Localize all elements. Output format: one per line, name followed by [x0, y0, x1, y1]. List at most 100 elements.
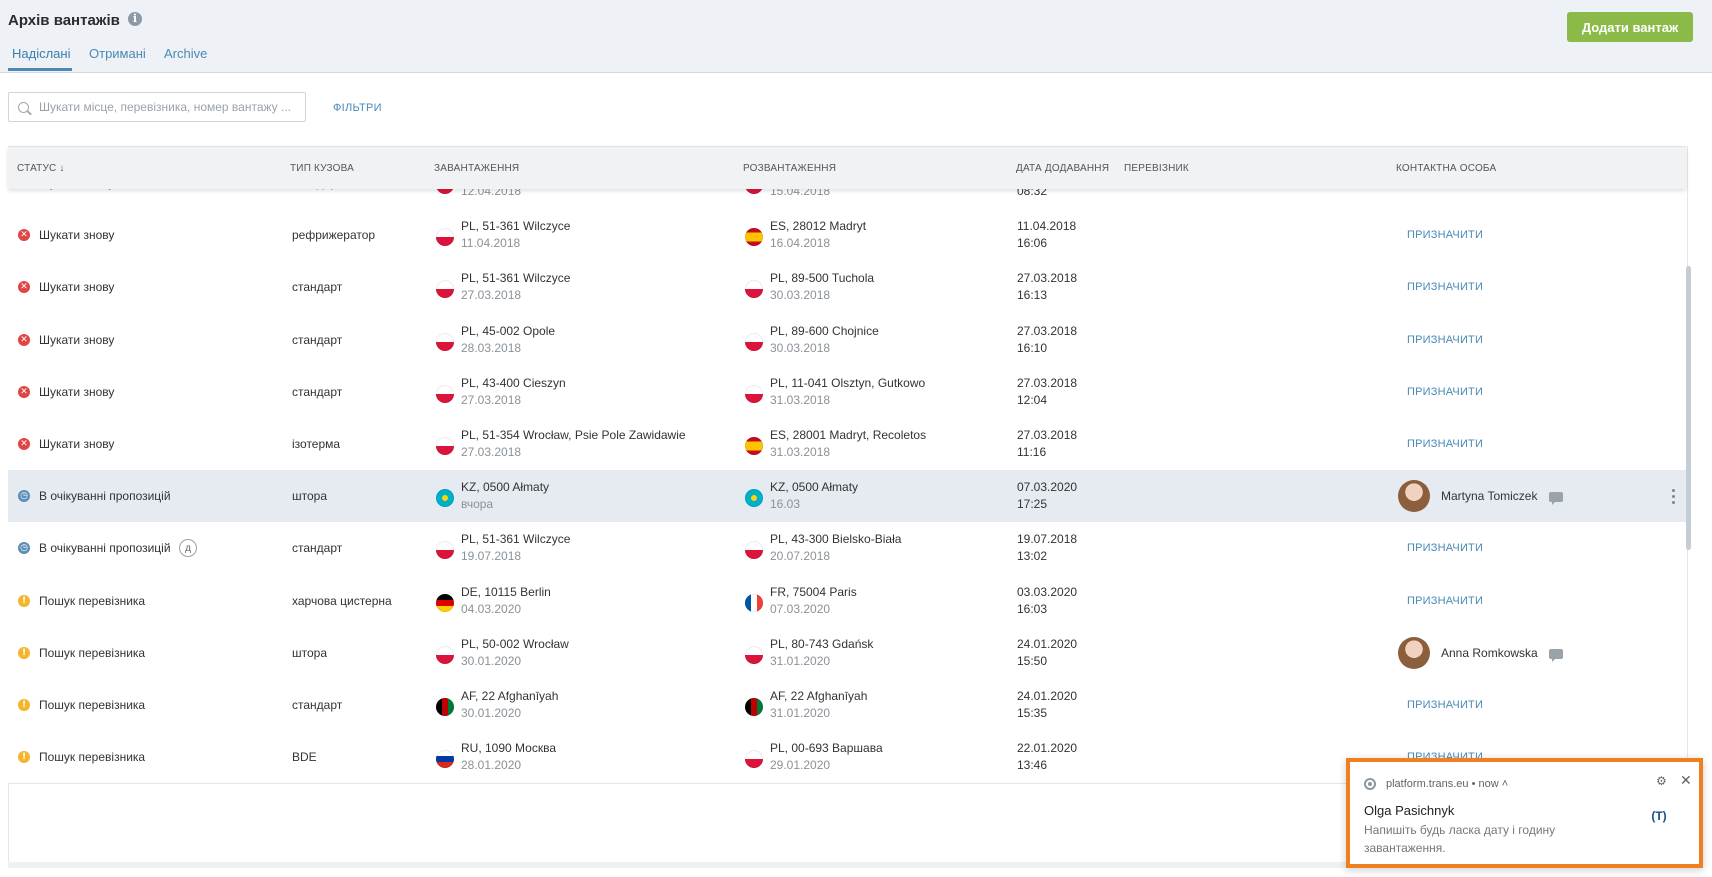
more-options-icon[interactable] — [1672, 489, 1675, 507]
time-added: 12:04 — [1017, 392, 1048, 407]
date-added: 24.01.2020 — [1017, 636, 1078, 651]
body-type: штора — [292, 645, 328, 660]
search-input[interactable] — [39, 93, 301, 121]
date-added: 27.03.2018 — [1017, 375, 1078, 390]
flag-icon-pl — [436, 645, 454, 664]
status-label: Шукати знову — [39, 280, 115, 295]
unloading-place: ES, 28012 Madryt — [770, 219, 867, 234]
status-label: Шукати знову — [39, 228, 115, 243]
assign-link[interactable]: ПРИЗНАЧИТИ — [1407, 438, 1484, 451]
column-loading: ЗАВАНТАЖЕННЯ — [434, 163, 520, 174]
add-cargo-button[interactable]: Додати вантаж — [1567, 12, 1693, 42]
status-label: Шукати знову — [39, 384, 115, 399]
assign-link[interactable]: ПРИЗНАЧИТИ — [1407, 281, 1484, 294]
unloading-date: 07.03.2020 — [770, 601, 831, 616]
unloading-date: 29.01.2020 — [770, 758, 831, 773]
time-added: 16:03 — [1017, 601, 1048, 616]
assign-link[interactable]: ПРИЗНАЧИТИ — [1407, 229, 1484, 242]
unloading-place: PL, 80-743 Gdańsk — [770, 636, 874, 651]
tab-sent[interactable]: Надіслані — [12, 46, 71, 61]
flag-icon-pl — [436, 228, 454, 247]
table-row[interactable]: ✕ Шукати знову рефрижератор PL, 51-361 Wilc… — [8, 209, 1686, 263]
loading-place: PL, 45-002 Opole — [461, 323, 556, 338]
loading-date: 28.01.2020 — [461, 758, 522, 773]
flag-icon-pl — [436, 332, 454, 351]
close-icon[interactable]: ✕ — [1680, 772, 1692, 788]
page-title: Архів вантажів — [8, 12, 120, 29]
search-icon — [18, 102, 29, 113]
chevron-up-icon[interactable]: ˄ — [1501, 778, 1509, 790]
unloading-date: 20.07.2018 — [770, 549, 831, 564]
body-type: штора — [292, 489, 328, 504]
contact-name: Anna Romkowska — [1441, 645, 1538, 660]
unloading-date: 31.01.2020 — [770, 706, 831, 721]
unloading-place: ES, 28001 Madryt, Recoletos — [770, 428, 927, 443]
time-added: 16:06 — [1017, 236, 1048, 251]
tab-archive[interactable]: Archive — [164, 46, 208, 61]
date-added: 27.03.2018 — [1017, 428, 1078, 443]
error-status-icon: ✕ — [18, 438, 30, 451]
chrome-icon — [1364, 778, 1376, 790]
assign-link[interactable]: ПРИЗНАЧИТИ — [1407, 385, 1484, 398]
filters-link[interactable]: ФІЛЬТРИ — [333, 102, 382, 114]
message-icon[interactable] — [1549, 492, 1563, 506]
status-label: Пошук перевізника — [39, 750, 146, 765]
unloading-date: 31.03.2018 — [770, 392, 831, 407]
loading-date: 19.07.2018 — [461, 549, 522, 564]
time-added: 13:46 — [1017, 758, 1048, 773]
unloading-place: FR, 75004 Paris — [770, 584, 857, 599]
error-status-icon: ✕ — [18, 229, 30, 242]
body-type: стандарт — [292, 280, 343, 295]
column-status[interactable]: СТАТУС ↓ — [17, 163, 65, 174]
flag-icon-pl — [436, 541, 454, 560]
body-type: стандарт — [292, 698, 343, 713]
loading-date: 30.01.2020 — [461, 653, 522, 668]
notification-time: now — [1478, 778, 1499, 790]
horizontal-scrollbar[interactable] — [8, 862, 1686, 868]
time-added: 17:25 — [1017, 497, 1048, 512]
error-status-icon: ✕ — [18, 281, 30, 294]
warning-icon: ! — [18, 594, 30, 607]
table-row[interactable]: ! Пошук перевізника стандарт AF, 22 Afghanī… — [8, 679, 1686, 733]
unloading-date: 30.03.2018 — [770, 340, 831, 355]
time-added: 16:13 — [1017, 288, 1048, 303]
table-row[interactable]: ✕ Шукати знову ізотерма PL, 51-354 Wrocław,… — [8, 418, 1686, 472]
time-added: 16:10 — [1017, 340, 1048, 355]
notification-source: platform.trans.eu • now ˄ — [1386, 778, 1508, 790]
body-type: рефрижератор — [292, 228, 376, 243]
trans-eu-logo: (T) — [1651, 809, 1667, 823]
table-row[interactable]: ✕ Шукати знову стандарт PL, 43-400 Cieszyn 2… — [8, 365, 1686, 419]
column-date-added: ДАТА ДОДАВАННЯ — [1016, 163, 1110, 174]
table-row[interactable]: ! Пошук перевізника штора PL, 50-002 Wrocła… — [8, 626, 1686, 680]
unloading-place: PL, 11-041 Olsztyn, Gutkowo — [770, 375, 926, 390]
status-label: Пошук перевізника — [39, 698, 146, 713]
desktop-notification[interactable]: platform.trans.eu • now ˄ ⚙ ✕ Olga Pasic… — [1346, 758, 1703, 868]
avatar — [1398, 636, 1430, 669]
warning-icon: ! — [18, 751, 30, 764]
column-carrier: ПЕРЕВІЗНИК — [1124, 163, 1189, 174]
vertical-scrollbar[interactable] — [1686, 266, 1691, 550]
message-icon[interactable] — [1549, 648, 1563, 662]
gear-icon[interactable]: ⚙ — [1656, 774, 1667, 788]
body-type: харчова цистерна — [292, 593, 392, 608]
assign-link[interactable]: ПРИЗНАЧИТИ — [1407, 333, 1484, 346]
unloading-place: PL, 43-300 Bielsko-Biała — [770, 532, 902, 547]
table-row[interactable]: ✕ Шукати знову стандарт PL, 45-002 Opole 28.… — [8, 313, 1686, 367]
table-row[interactable]: ✕ Шукати знову стандарт PL, 51-361 Wilczyce… — [8, 261, 1686, 315]
assign-link[interactable]: ПРИЗНАЧИТИ — [1407, 542, 1484, 555]
notification-separator: • — [1471, 778, 1479, 790]
assign-link[interactable]: ПРИЗНАЧИТИ — [1407, 699, 1484, 712]
tab-received[interactable]: Отримані — [89, 46, 146, 61]
flag-icon-af — [745, 698, 763, 717]
loading-place: PL, 51-361 Wilczyce — [461, 271, 571, 286]
search-box[interactable] — [8, 92, 306, 122]
table-row[interactable]: ! Пошук перевізника харчова цистерна DE, 10… — [8, 574, 1686, 628]
active-tab-indicator — [8, 68, 72, 71]
assign-link[interactable]: ПРИЗНАЧИТИ — [1407, 594, 1484, 607]
table-row[interactable]: ◷ В очікуванні пропозицій д стандарт PL, 51-… — [8, 522, 1686, 576]
table-row[interactable]: ◷ В очікуванні пропозицій штора KZ, 0500 Ał… — [8, 470, 1686, 524]
flag-icon-pl — [745, 750, 763, 769]
flag-icon-kz — [436, 489, 454, 508]
info-icon[interactable]: i — [128, 12, 142, 26]
flag-icon-pl — [745, 384, 763, 403]
